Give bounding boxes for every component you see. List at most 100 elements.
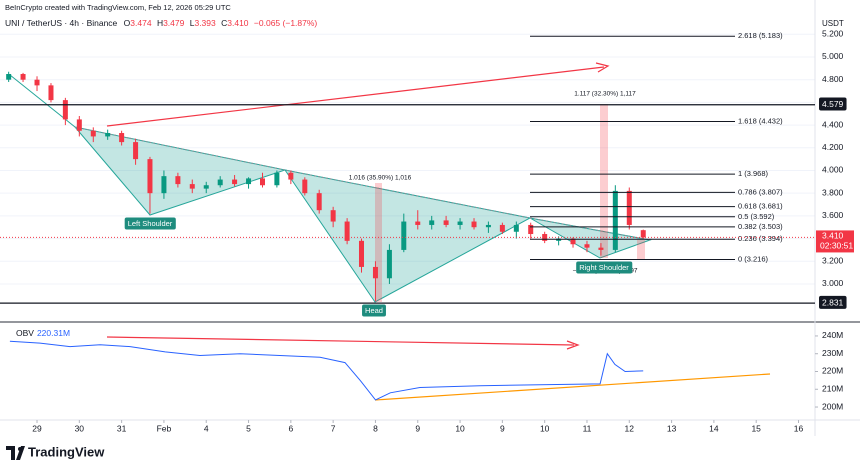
candle-body <box>513 224 519 232</box>
y-tick-label: 220M <box>822 366 843 376</box>
y-tick-label: 5.200 <box>822 29 844 39</box>
y-tick-label: 4.200 <box>822 142 844 152</box>
current-price-box <box>816 230 854 253</box>
horizontal-line-label: 2.831 <box>822 297 844 307</box>
obv-legend: OBV 220.31M <box>16 328 70 338</box>
ohlc-key: O <box>124 18 131 28</box>
fib-label: 0 (3.216) <box>738 254 769 263</box>
x-tick-label: 9 <box>415 423 420 433</box>
candle-body <box>386 249 392 279</box>
candle-body <box>232 179 238 185</box>
x-tick-label: 4 <box>204 423 209 433</box>
measure-range <box>637 240 645 260</box>
candle-body <box>6 74 12 80</box>
candle-body <box>274 172 280 186</box>
candle-body <box>358 240 364 267</box>
candle-body <box>203 185 209 189</box>
head-shape <box>283 169 532 303</box>
candle-body <box>34 79 40 86</box>
fib-label: 0.786 (3.807) <box>738 187 783 196</box>
horizontal-line-label: 4.579 <box>822 99 844 109</box>
fib-label: 0.618 (3.681) <box>738 202 783 211</box>
x-tick-label: 10 <box>540 423 550 433</box>
candle-body <box>161 176 167 194</box>
fib-label: 2.618 (5.183) <box>738 31 783 40</box>
y-tick-label: 4.800 <box>822 74 844 84</box>
ohlc-key: L <box>190 18 195 28</box>
candle-body <box>528 224 534 235</box>
candle-body <box>48 85 54 101</box>
candle-body <box>76 119 82 131</box>
x-tick-label: 5 <box>246 423 251 433</box>
pattern-label-box <box>124 217 176 230</box>
countdown: 02:30:51 <box>820 241 853 251</box>
fib-label: 0.5 (3.592) <box>738 212 775 221</box>
logo-dot <box>18 447 22 451</box>
candle-body <box>598 247 604 250</box>
y-tick-label: 5.000 <box>822 51 844 61</box>
candle-body <box>401 221 407 250</box>
horizontal-line-label-box <box>819 295 847 309</box>
candle-body <box>302 179 308 194</box>
measure-range <box>600 104 608 258</box>
candle-body <box>217 179 223 186</box>
pattern-label: Head <box>365 306 383 315</box>
fib-label: 1 (3.968) <box>738 169 769 178</box>
candle-body <box>90 130 96 137</box>
logo: TradingView <box>6 444 105 460</box>
x-tick-label: 29 <box>32 423 42 433</box>
candle-body <box>246 178 252 185</box>
ohlc-key: C <box>221 18 227 28</box>
ohlc-value: 3.474 <box>130 18 152 28</box>
candle-body <box>105 133 111 137</box>
pattern-label-box <box>576 261 633 274</box>
candle-body <box>330 210 336 222</box>
obv-line <box>9 340 644 401</box>
credit: BeInCrypto created with TradingView.com,… <box>5 3 231 12</box>
currency: USDT <box>822 19 844 28</box>
candle-body <box>62 100 68 120</box>
x-tick-label: 6 <box>288 423 293 433</box>
x-tick-label: 15 <box>751 423 761 433</box>
obv-trend-line <box>106 336 575 346</box>
x-tick-label: 7 <box>331 423 336 433</box>
x-tick-label: 13 <box>667 423 677 433</box>
fib-label: 1.618 (4.432) <box>738 116 783 125</box>
grid <box>0 33 815 285</box>
fib-label: 0.236 (3.394) <box>738 234 783 243</box>
candle-body <box>175 176 181 185</box>
obv-value: 220.31M <box>37 328 70 338</box>
ohlc-value: 3.479 <box>163 18 185 28</box>
candle-body <box>429 220 435 225</box>
y-tick-label: 210M <box>822 384 843 394</box>
logo-text: TradingView <box>28 444 105 459</box>
legend-line: UNI / TetherUS · 4h · Binance O3.474 H3.… <box>5 18 317 28</box>
candle-body <box>471 221 477 228</box>
pattern-label: Left Shoulder <box>128 219 173 228</box>
y-tick-label: 230M <box>822 348 843 358</box>
candle-body <box>499 224 505 232</box>
candle-body <box>119 133 125 143</box>
candle-body <box>260 178 266 186</box>
y-tick-label: 240M <box>822 330 843 340</box>
left-shoulder-shape <box>73 126 287 216</box>
fib-label: 0.382 (3.503) <box>738 222 783 231</box>
x-tick-label: 12 <box>625 423 635 433</box>
measure-label: 1.117 (32.30%) 1,117 <box>574 91 636 98</box>
horizontal-line-label-box <box>819 97 847 111</box>
candle-body <box>189 184 195 189</box>
y-tick-label: 200M <box>822 401 843 411</box>
candle-body <box>570 238 576 245</box>
pattern-label: Right Shoulder <box>579 263 629 272</box>
x-tick-label: 10 <box>455 423 465 433</box>
candle-body <box>457 221 463 225</box>
candle-body <box>485 224 491 228</box>
x-tick-label: 16 <box>794 423 804 433</box>
arrow-head <box>566 340 580 350</box>
candle-body <box>542 234 548 241</box>
x-tick-label: 30 <box>75 423 85 433</box>
candle-body <box>344 221 350 241</box>
